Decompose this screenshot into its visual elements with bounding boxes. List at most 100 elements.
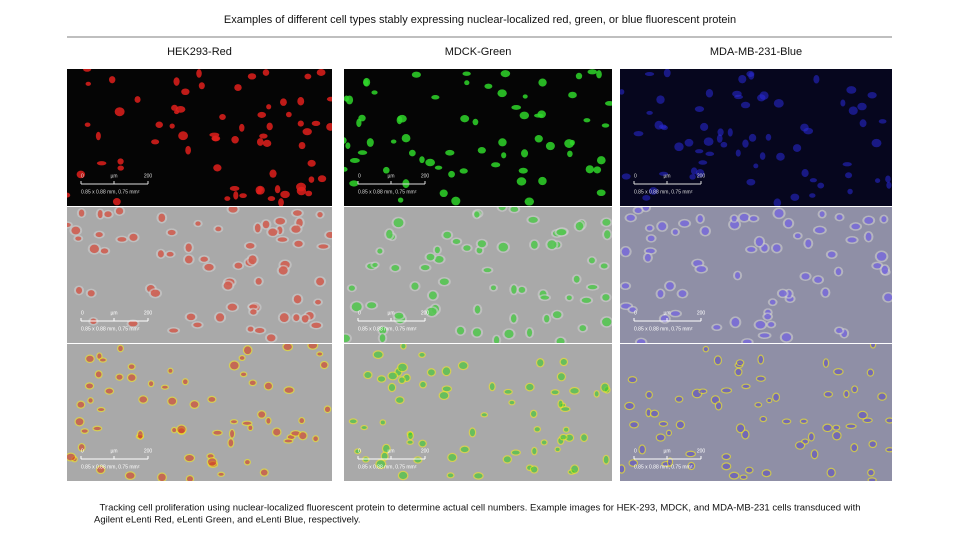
cell (174, 110, 180, 115)
cell (649, 409, 660, 418)
cell (283, 438, 294, 444)
cell (518, 167, 528, 174)
cell (171, 104, 178, 111)
cell (184, 255, 193, 264)
cell (483, 268, 492, 273)
cell (426, 368, 436, 377)
cell (104, 387, 115, 395)
cell (431, 95, 440, 100)
cell (705, 151, 715, 157)
cell (557, 399, 564, 409)
cell (645, 248, 655, 254)
scale-start: 0 (358, 173, 361, 179)
cell (418, 351, 426, 358)
cell (734, 367, 743, 377)
cell (501, 152, 507, 159)
cell (100, 248, 109, 254)
cell (71, 226, 81, 235)
cell (275, 217, 286, 225)
cell (534, 135, 543, 143)
cell (851, 223, 861, 230)
cell (544, 314, 550, 323)
cell (408, 149, 416, 157)
cell (363, 370, 373, 380)
column-header: MDCK-Green (445, 46, 512, 58)
cell (716, 134, 723, 143)
cell (112, 198, 121, 206)
scale-start: 0 (634, 448, 637, 454)
cell (790, 193, 800, 201)
cell (528, 216, 538, 223)
cell (739, 474, 748, 481)
cell (243, 458, 251, 466)
cell (508, 399, 516, 406)
cell (170, 426, 178, 434)
cell (642, 207, 650, 211)
micrograph: 0 µm 200 0.85 x 0.88 mm, 0.75 mm² (620, 69, 892, 206)
cell (801, 169, 809, 178)
cell (524, 197, 535, 206)
cell (878, 119, 887, 124)
caption-line: Agilent eLenti Red, eLenti Green, and eL… (94, 515, 361, 526)
cell (446, 472, 455, 479)
cell (735, 272, 741, 279)
cell (265, 416, 272, 425)
cell (498, 242, 509, 252)
cell (867, 91, 877, 99)
cell (624, 401, 635, 411)
cell (394, 312, 404, 319)
cell (411, 282, 419, 290)
cell (659, 171, 669, 176)
cell (95, 232, 103, 238)
cell (703, 137, 714, 146)
scale-start: 0 (81, 448, 84, 454)
cell (690, 167, 698, 175)
cell (645, 390, 653, 400)
cell (468, 427, 477, 438)
cell (620, 89, 625, 95)
cell (126, 373, 137, 383)
cell (75, 236, 82, 241)
micrograph: 0 µm 200 0.85 x 0.88 mm, 0.75 mm² (620, 207, 892, 343)
cell (684, 138, 694, 147)
cell (629, 307, 636, 312)
cell (254, 223, 261, 233)
cell (560, 406, 571, 413)
cell (228, 207, 238, 213)
cell (717, 128, 724, 137)
cell (588, 257, 595, 264)
cell (345, 95, 354, 105)
cell (248, 379, 257, 387)
cell (769, 299, 776, 305)
cell (247, 326, 254, 332)
cell (864, 217, 874, 224)
cell (212, 429, 223, 436)
cell (721, 453, 732, 461)
cell (443, 231, 452, 239)
cell (76, 400, 86, 409)
cell (575, 222, 584, 231)
cell (418, 439, 427, 448)
cell (397, 362, 408, 373)
cell (851, 385, 859, 394)
cell (117, 165, 124, 171)
cell (262, 69, 270, 76)
cell (371, 90, 378, 95)
cell (151, 139, 160, 145)
cell (75, 286, 83, 294)
cell (529, 409, 538, 419)
cell (397, 114, 407, 123)
cell (85, 354, 95, 364)
cell (228, 428, 236, 439)
cell (227, 438, 235, 448)
cell (881, 216, 887, 223)
cell (344, 166, 348, 172)
cell (207, 395, 217, 403)
cell (503, 388, 513, 395)
cell (247, 73, 257, 80)
cell (291, 225, 301, 233)
cell (472, 328, 482, 337)
cell (263, 381, 274, 391)
cell (656, 95, 665, 104)
